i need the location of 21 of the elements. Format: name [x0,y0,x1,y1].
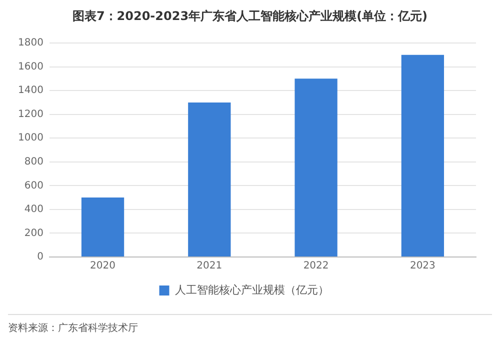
y-tick-label: 600 [24,180,44,192]
y-tick-label: 0 [37,252,44,263]
bar [81,198,124,256]
legend-label: 人工智能核心产业规模（亿元） [174,283,329,296]
text: 资料来源：广东省科学技术厅 [8,314,492,335]
x-tick-label: 2021 [196,260,222,272]
x-tick-label: 2023 [410,260,436,272]
y-tick-label: 800 [24,156,44,168]
bar [188,102,231,256]
bar [294,78,338,256]
y-tick-label: 1000 [18,132,44,144]
x-tick-label: 2020 [90,260,116,272]
y-tick-label: 1800 [18,38,44,49]
y-tick-label: 1400 [18,85,44,96]
y-tick-label: 400 [24,204,44,216]
y-tick-label: 200 [24,228,44,239]
chart-title: 图表7：2020-2023年广东省人工智能核心产业规模(单位：亿元) [71,8,429,25]
y-tick-label: 1200 [18,108,44,120]
bar [401,54,444,256]
y-tick-label: 1600 [18,61,44,72]
x-tick-label: 2022 [303,260,329,272]
